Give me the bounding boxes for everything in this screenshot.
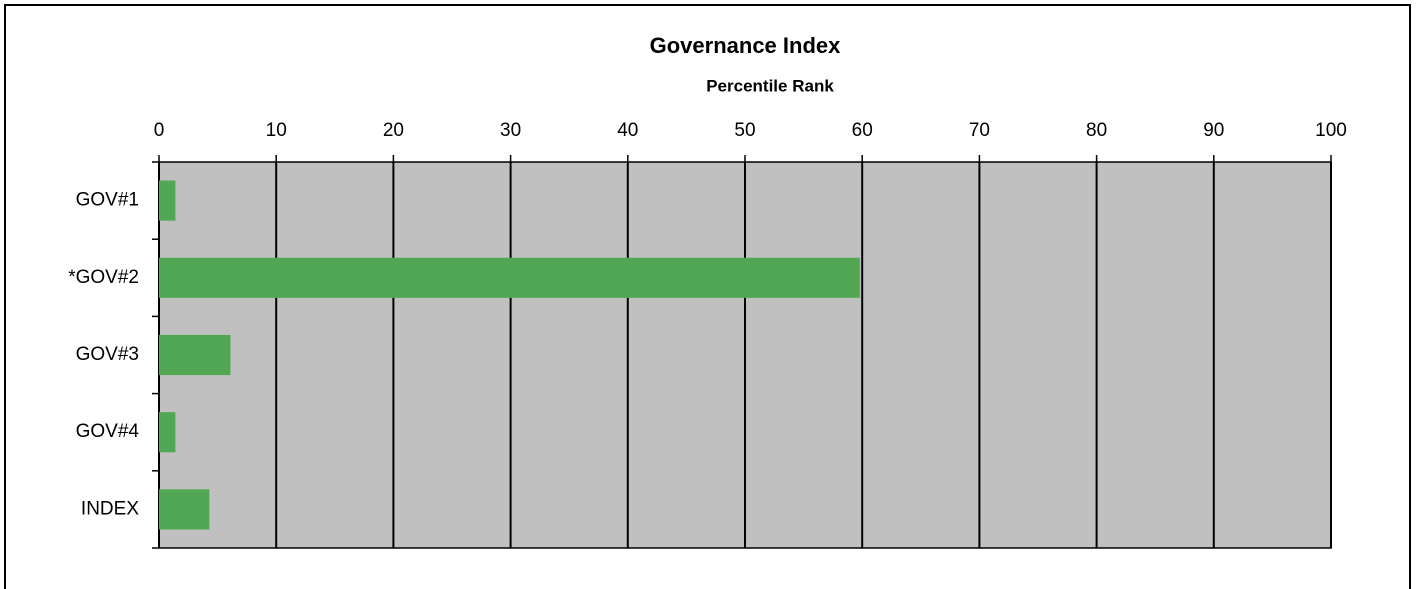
y-tick-label: GOV#4	[76, 421, 140, 442]
y-tick-label: *GOV#2	[68, 267, 139, 288]
x-tick-label: 60	[852, 120, 873, 141]
x-tick-label: 30	[500, 120, 521, 141]
y-tick-label: INDEX	[81, 498, 139, 519]
x-tick-label: 0	[154, 120, 165, 141]
bar	[159, 180, 176, 221]
x-tick-label: 20	[383, 120, 404, 141]
chart-subtitle: Percentile Rank	[706, 76, 834, 95]
bar	[159, 412, 176, 453]
x-tick-label: 40	[617, 120, 638, 141]
x-tick-label: 80	[1086, 120, 1107, 141]
x-tick-label: 70	[969, 120, 990, 141]
bar	[159, 334, 231, 376]
x-tick-label: 90	[1203, 120, 1224, 141]
y-tick-label: GOV#1	[76, 190, 139, 211]
x-tick-label: 50	[734, 120, 755, 141]
x-tick-label: 100	[1315, 120, 1347, 141]
chart-title: Governance Index	[650, 33, 842, 58]
bar	[159, 489, 210, 530]
y-tick-label: GOV#3	[76, 344, 139, 365]
x-tick-label: 10	[266, 120, 287, 141]
bar	[159, 257, 860, 298]
